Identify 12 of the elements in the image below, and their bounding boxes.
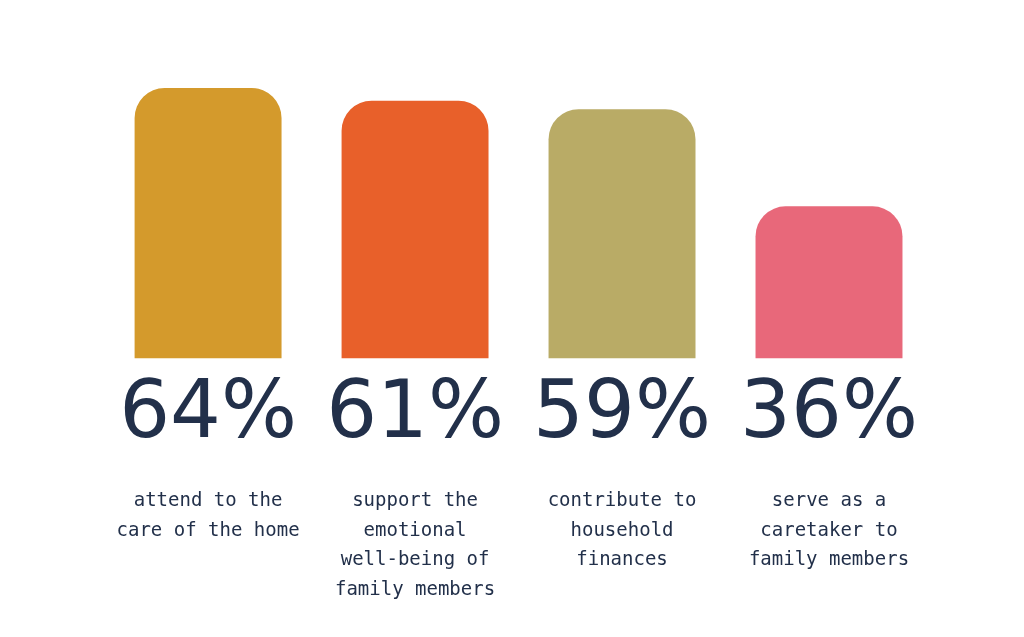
- x-tick-label: attend to the care of the home: [116, 488, 300, 540]
- bar: [134, 88, 282, 359]
- bar: [548, 109, 696, 359]
- bar: [341, 100, 489, 359]
- data-label: 61%: [326, 363, 504, 457]
- bar: [755, 206, 903, 359]
- data-label: 64%: [119, 363, 297, 457]
- x-tick-label: support the emotional well-being of family members: [334, 488, 496, 599]
- data-label: 59%: [533, 363, 711, 457]
- x-tick-label: contribute to household finances: [547, 488, 697, 570]
- data-label: 36%: [740, 363, 918, 457]
- x-tick-label: serve as a caretaker to family members: [748, 488, 910, 570]
